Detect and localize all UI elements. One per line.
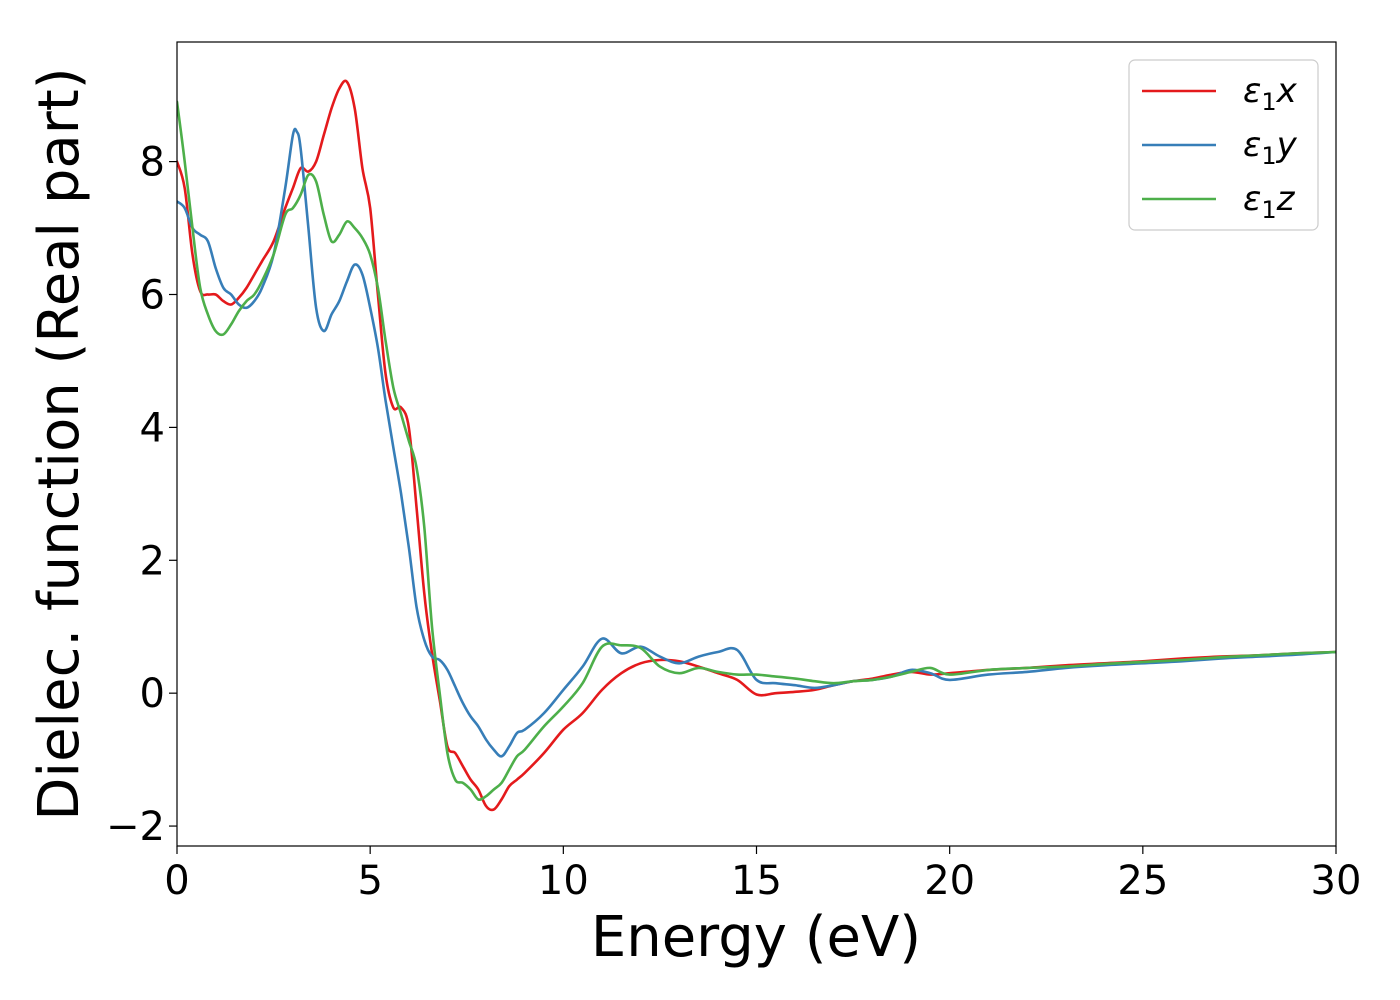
x-axis: 0 5 10 15 20 25 30	[164, 846, 1361, 904]
y-tick-label: 4	[140, 405, 165, 451]
y-tick-label: −2	[106, 804, 165, 850]
legend-symbol: ε	[1243, 71, 1261, 111]
x-tick-label: 0	[164, 858, 189, 904]
legend-subscript: 1	[1261, 142, 1276, 170]
series-line-z	[177, 100, 1336, 802]
legend-label-y: ε1y	[1243, 125, 1298, 170]
y-tick-label: 0	[140, 671, 165, 717]
legend-variable: x	[1276, 71, 1298, 111]
y-tick-label: 2	[140, 538, 165, 584]
x-axis-label: Energy (eV)	[591, 905, 921, 970]
x-tick-label: 25	[1117, 858, 1168, 904]
legend-symbol: ε	[1243, 179, 1261, 219]
x-tick-label: 5	[357, 858, 382, 904]
series-layer	[177, 79, 1336, 812]
series-line-x	[177, 79, 1336, 812]
legend-variable: y	[1276, 125, 1298, 165]
y-tick-label: 6	[140, 272, 165, 318]
legend-box	[1128, 59, 1319, 231]
x-tick-label: 10	[538, 858, 589, 904]
legend-symbol: ε	[1243, 125, 1261, 165]
x-tick-label: 30	[1311, 858, 1362, 904]
y-axis: −2 0 2 4 6 8	[106, 140, 177, 850]
legend-label-z: ε1z	[1243, 179, 1296, 224]
y-tick-label: 8	[140, 140, 165, 186]
legend-label-x: ε1x	[1243, 71, 1298, 116]
x-tick-label: 20	[924, 858, 975, 904]
y-axis-label: Dielec. function (Real part)	[27, 67, 92, 820]
x-tick-label: 15	[731, 858, 782, 904]
legend-variable: z	[1276, 179, 1296, 219]
legend-subscript: 1	[1261, 196, 1276, 224]
legend-subscript: 1	[1261, 88, 1276, 116]
